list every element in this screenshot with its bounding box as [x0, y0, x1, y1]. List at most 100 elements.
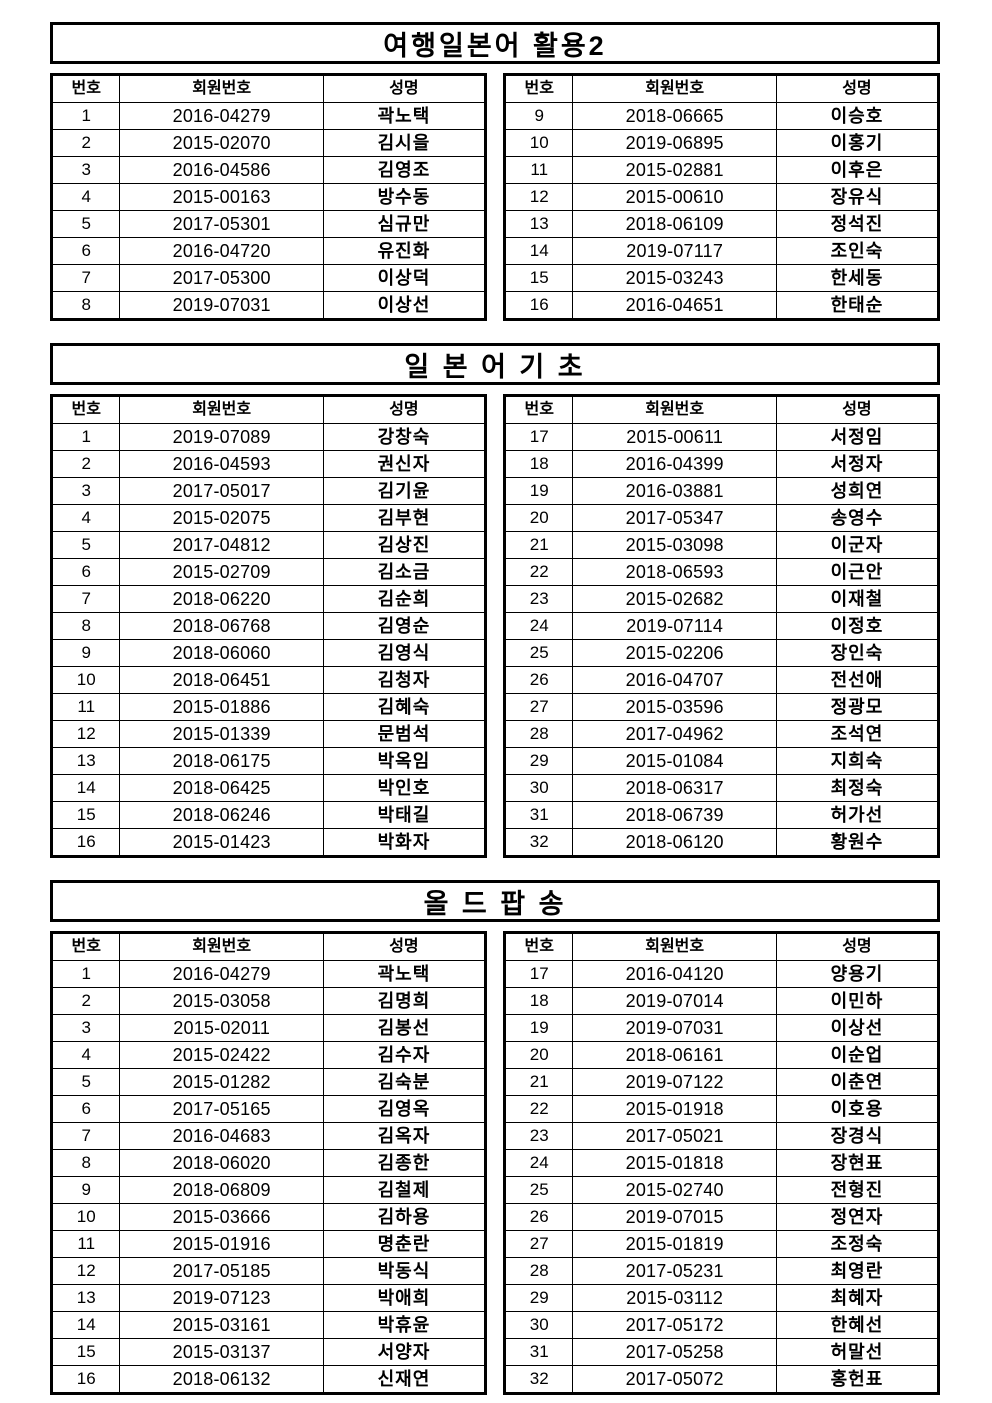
- member-number-cell: 2017-05185: [119, 1257, 324, 1285]
- column-header-member-no: 회원번호: [119, 74, 324, 103]
- row-number: 7: [51, 264, 121, 292]
- row-number: 11: [51, 1230, 121, 1258]
- table-row: 23 2017-05021 장경식: [504, 1122, 939, 1150]
- member-name-cell: 김시을: [322, 129, 486, 157]
- member-number-cell: 2019-07123: [119, 1284, 324, 1312]
- member-name-cell: 문범석: [322, 720, 486, 748]
- table-row: 15 2015-03243 한세동: [504, 264, 939, 292]
- table-row: 20 2017-05347 송영수: [504, 504, 939, 532]
- row-number: 16: [504, 291, 574, 320]
- row-number: 25: [504, 1176, 574, 1204]
- member-name-cell: 한혜선: [775, 1311, 939, 1339]
- row-number: 3: [51, 477, 121, 505]
- table-row: 9 2018-06665 이승호: [504, 102, 939, 130]
- column-header-member-no: 회원번호: [572, 932, 777, 961]
- row-number: 25: [504, 639, 574, 667]
- row-number: 23: [504, 585, 574, 613]
- member-name-cell: 최혜자: [775, 1284, 939, 1312]
- table-header-row: 번호 회원번호 성명: [51, 395, 486, 424]
- table-row: 19 2019-07031 이상선: [504, 1014, 939, 1042]
- table-row: 2 2016-04593 권신자: [51, 450, 486, 478]
- member-number-cell: 2017-05021: [572, 1122, 777, 1150]
- table-row: 1 2016-04279 곽노택: [51, 102, 486, 130]
- row-number: 14: [504, 237, 574, 265]
- table-row: 12 2017-05185 박동식: [51, 1257, 486, 1285]
- member-name-cell: 박인호: [322, 774, 486, 802]
- row-number: 6: [51, 237, 121, 265]
- row-number: 10: [504, 129, 574, 157]
- member-name-cell: 송영수: [775, 504, 939, 532]
- member-name-cell: 신재연: [322, 1365, 486, 1394]
- member-name-cell: 이홍기: [775, 129, 939, 157]
- member-name-cell: 양용기: [775, 960, 939, 988]
- member-number-cell: 2015-00610: [572, 183, 777, 211]
- table-header-row: 번호 회원번호 성명: [51, 932, 486, 961]
- column-header-name: 성명: [322, 932, 486, 961]
- row-number: 18: [504, 987, 574, 1015]
- table-row: 2 2015-02070 김시을: [51, 129, 486, 157]
- row-number: 22: [504, 558, 574, 586]
- column-header-no: 번호: [51, 74, 121, 103]
- table-row: 5 2015-01282 김숙분: [51, 1068, 486, 1096]
- member-name-cell: 조인숙: [775, 237, 939, 265]
- member-name-cell: 지희숙: [775, 747, 939, 775]
- member-number-cell: 2015-00611: [572, 423, 777, 451]
- member-number-cell: 2017-05072: [572, 1365, 777, 1394]
- member-number-cell: 2015-01819: [572, 1230, 777, 1258]
- column-header-name: 성명: [322, 395, 486, 424]
- table-row: 8 2018-06020 김종한: [51, 1149, 486, 1177]
- table-row: 24 2019-07114 이정호: [504, 612, 939, 640]
- member-name-cell: 김혜숙: [322, 693, 486, 721]
- member-name-cell: 명춘란: [322, 1230, 486, 1258]
- table-row: 28 2017-04962 조석연: [504, 720, 939, 748]
- member-name-cell: 방수동: [322, 183, 486, 211]
- row-number: 27: [504, 693, 574, 721]
- member-number-cell: 2015-03112: [572, 1284, 777, 1312]
- table-row: 3 2017-05017 김기윤: [51, 477, 486, 505]
- table-row: 32 2017-05072 홍헌표: [504, 1365, 939, 1394]
- table-row: 30 2018-06317 최정숙: [504, 774, 939, 802]
- row-number: 13: [51, 747, 121, 775]
- table-row: 15 2015-03137 서양자: [51, 1338, 486, 1366]
- member-name-cell: 최정숙: [775, 774, 939, 802]
- member-name-cell: 곽노택: [322, 960, 486, 988]
- row-number: 3: [51, 1014, 121, 1042]
- member-number-cell: 2018-06132: [119, 1365, 324, 1394]
- member-number-cell: 2019-07015: [572, 1203, 777, 1231]
- table-row: 12 2015-01339 문범석: [51, 720, 486, 748]
- member-name-cell: 이근안: [775, 558, 939, 586]
- member-number-cell: 2019-06895: [572, 129, 777, 157]
- table-row: 32 2018-06120 황원수: [504, 828, 939, 857]
- row-number: 19: [504, 477, 574, 505]
- row-number: 15: [51, 1338, 121, 1366]
- member-number-cell: 2015-02011: [119, 1014, 324, 1042]
- row-number: 9: [504, 102, 574, 130]
- table-row: 11 2015-02881 이후은: [504, 156, 939, 184]
- row-number: 26: [504, 1203, 574, 1231]
- table-row: 9 2018-06060 김영식: [51, 639, 486, 667]
- member-number-cell: 2015-01339: [119, 720, 324, 748]
- roster-tables-row: 번호 회원번호 성명 1 2016-04279 곽노택 2 2015-02070 김시을 3 201…: [50, 73, 940, 321]
- member-name-cell: 김하용: [322, 1203, 486, 1231]
- row-number: 8: [51, 612, 121, 640]
- roster-table-left: 번호 회원번호 성명 1 2019-07089 강창숙 2 2016-04593 권신자 3 201…: [50, 394, 487, 858]
- table-row: 25 2015-02206 장인숙: [504, 639, 939, 667]
- table-row: 24 2015-01818 장현표: [504, 1149, 939, 1177]
- row-number: 4: [51, 504, 121, 532]
- member-name-cell: 서정자: [775, 450, 939, 478]
- member-number-cell: 2019-07014: [572, 987, 777, 1015]
- table-row: 19 2016-03881 성희연: [504, 477, 939, 505]
- row-number: 32: [504, 1365, 574, 1394]
- member-number-cell: 2016-04399: [572, 450, 777, 478]
- member-name-cell: 이상선: [775, 1014, 939, 1042]
- table-row: 26 2019-07015 정연자: [504, 1203, 939, 1231]
- row-number: 1: [51, 423, 121, 451]
- table-row: 3 2015-02011 김봉선: [51, 1014, 486, 1042]
- member-number-cell: 2018-06593: [572, 558, 777, 586]
- table-row: 1 2016-04279 곽노택: [51, 960, 486, 988]
- member-number-cell: 2017-05017: [119, 477, 324, 505]
- table-row: 12 2015-00610 장유식: [504, 183, 939, 211]
- member-number-cell: 2018-06246: [119, 801, 324, 829]
- member-name-cell: 김영옥: [322, 1095, 486, 1123]
